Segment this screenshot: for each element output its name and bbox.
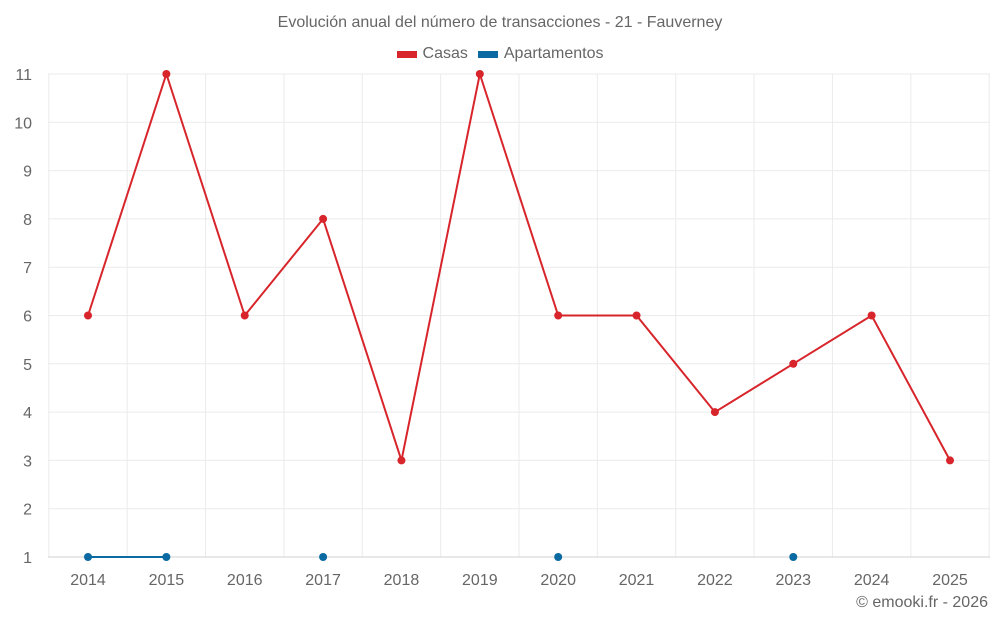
x-tick-label: 2014 <box>70 572 106 589</box>
x-tick-label: 2025 <box>932 572 968 589</box>
y-tick-label: 5 <box>23 357 32 374</box>
y-tick-label: 6 <box>23 309 32 326</box>
legend-item-apartamentos[interactable]: Apartamentos <box>477 45 604 63</box>
credit: © emooki.fr - 2026 <box>856 594 988 611</box>
x-tick-label: 2016 <box>227 572 263 589</box>
chart-title: Evolución anual del número de transaccio… <box>277 14 723 31</box>
legend-swatch-casas <box>396 50 417 58</box>
y-tick-label: 4 <box>23 405 32 422</box>
data-point[interactable] <box>554 311 563 320</box>
y-tick-label: 8 <box>23 212 32 229</box>
data-point[interactable] <box>475 70 484 78</box>
data-point[interactable] <box>554 553 563 561</box>
y-tick-label: 11 <box>15 67 32 84</box>
data-point[interactable] <box>162 553 171 561</box>
data-point[interactable] <box>789 553 798 561</box>
series-casas <box>84 70 954 465</box>
data-point[interactable] <box>867 311 876 320</box>
y-tick-label: 10 <box>14 115 32 132</box>
data-point[interactable] <box>240 311 249 320</box>
x-tick-label: 2022 <box>697 572 733 589</box>
x-tick-label: 2021 <box>619 572 655 589</box>
data-point[interactable] <box>632 311 641 320</box>
data-point[interactable] <box>319 553 328 561</box>
x-tick-label: 2017 <box>305 572 341 589</box>
y-tick-label: 1 <box>23 550 32 567</box>
x-tick-label: 2018 <box>384 572 420 589</box>
data-point[interactable] <box>789 359 798 368</box>
data-point[interactable] <box>162 70 171 78</box>
grid: 1 2 3 4 5 6 7 8 9 10 11 <box>14 67 990 567</box>
y-tick-label: 7 <box>23 260 32 277</box>
legend-label: Apartamentos <box>503 45 604 62</box>
data-point[interactable] <box>84 311 92 320</box>
y-tick-label: 2 <box>23 502 32 519</box>
legend-label: Casas <box>422 45 468 62</box>
data-point[interactable] <box>397 456 406 465</box>
y-tick-label: 3 <box>23 453 32 470</box>
data-point[interactable] <box>84 553 92 561</box>
data-point[interactable] <box>710 408 719 417</box>
data-point[interactable] <box>319 214 328 223</box>
legend-item-casas[interactable]: Casas <box>396 45 468 63</box>
y-tick-label: 9 <box>23 164 32 181</box>
legend: Casas Apartamentos <box>0 45 1000 63</box>
x-tick-label: 2024 <box>854 572 890 589</box>
x-tick-label: 2019 <box>462 572 498 589</box>
x-tick-label: 2015 <box>149 572 185 589</box>
legend-swatch-apartamentos <box>477 50 498 58</box>
x-tick-label: 2020 <box>540 572 576 589</box>
x-tick-label: 2023 <box>775 572 811 589</box>
series-apartamentos <box>84 553 798 561</box>
data-point[interactable] <box>946 456 954 465</box>
